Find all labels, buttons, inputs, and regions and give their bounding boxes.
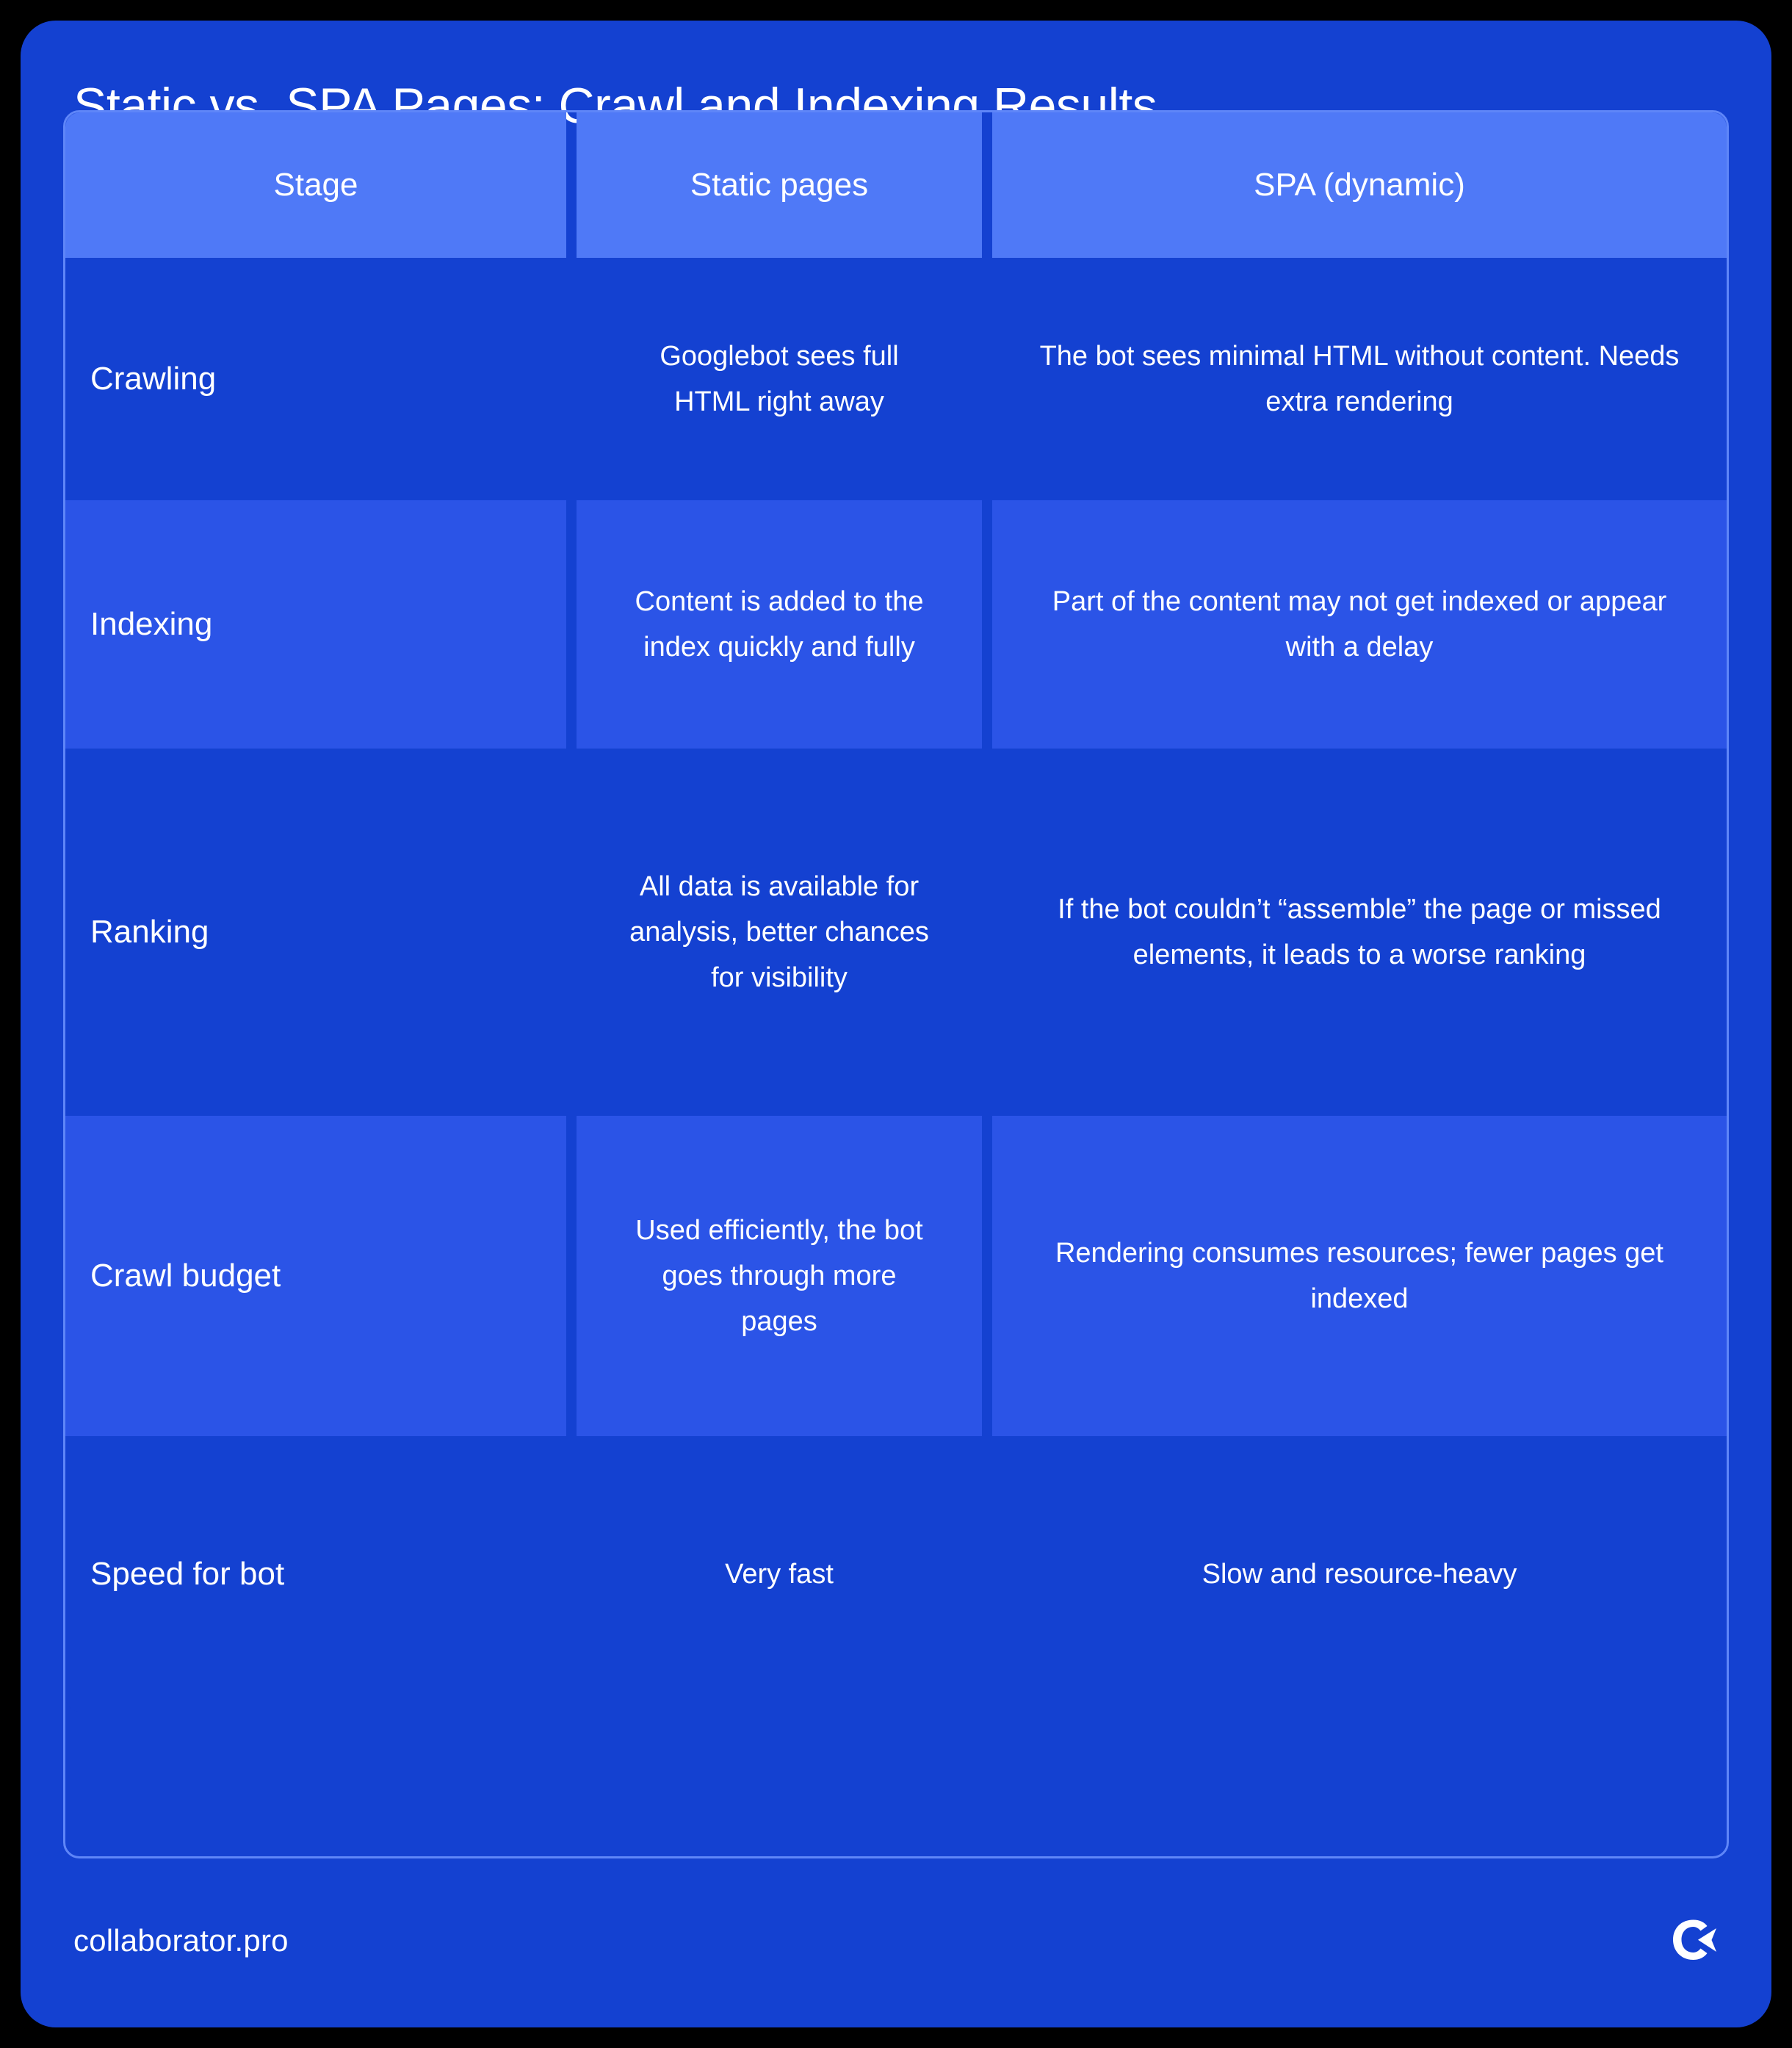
table-header-row: Stage Static pages SPA (dynamic) — [65, 112, 1727, 258]
table-header-cell-static-pages: Static pages — [577, 112, 982, 258]
table-cell-static: Content is added to the index quickly an… — [577, 500, 982, 749]
footer: collaborator.pro — [73, 1911, 1719, 1970]
table-cell-spa: Part of the content may not get indexed … — [992, 500, 1727, 749]
table-header-cell-spa: SPA (dynamic) — [992, 112, 1727, 258]
table-cell-stage: Ranking — [65, 749, 566, 1116]
cell-text-stage: Ranking — [90, 914, 209, 950]
cell-text-static: All data is available for analysis, bett… — [629, 871, 929, 993]
table-row: Crawling Googlebot sees full HTML right … — [65, 258, 1727, 500]
cell-text-static: Googlebot sees full HTML right away — [660, 341, 899, 417]
comparison-table: Stage Static pages SPA (dynamic) Crawlin… — [63, 110, 1729, 1858]
table-cell-static: All data is available for analysis, bett… — [577, 749, 982, 1116]
cell-text-stage: Speed for bot — [90, 1555, 285, 1592]
table-cell-spa: Slow and resource-heavy — [992, 1436, 1727, 1712]
cell-text-spa: The bot sees minimal HTML without conten… — [1039, 341, 1680, 417]
table-cell-static: Very fast — [577, 1436, 982, 1712]
table-cell-spa: If the bot couldn’t “assemble” the page … — [992, 749, 1727, 1116]
cell-text-spa: Slow and resource-heavy — [1202, 1558, 1517, 1590]
table-cell-static: Googlebot sees full HTML right away — [577, 258, 982, 500]
table-cell-spa: Rendering consumes resources; fewer page… — [992, 1116, 1727, 1436]
table-row: Ranking All data is available for analys… — [65, 749, 1727, 1116]
site-url: collaborator.pro — [73, 1923, 289, 1958]
table-row: Indexing Content is added to the index q… — [65, 500, 1727, 749]
table-cell-stage: Indexing — [65, 500, 566, 749]
table-cell-stage: Crawl budget — [65, 1116, 566, 1436]
header-label-static-pages: Static pages — [690, 167, 869, 203]
cell-text-static: Very fast — [725, 1558, 834, 1590]
cell-text-spa: Rendering consumes resources; fewer page… — [1055, 1238, 1663, 1314]
table-cell-stage: Crawling — [65, 258, 566, 500]
header-label-stage: Stage — [273, 167, 358, 203]
header-label-spa: SPA (dynamic) — [1254, 167, 1465, 203]
table-cell-static: Used efficiently, the bot goes through m… — [577, 1116, 982, 1436]
cell-text-spa: Part of the content may not get indexed … — [1052, 586, 1667, 663]
cell-text-static: Used efficiently, the bot goes through m… — [635, 1215, 923, 1337]
cell-text-stage: Indexing — [90, 606, 213, 642]
infographic-card: Static vs. SPA Pages: Crawl and Indexing… — [21, 21, 1771, 2027]
table-row: Crawl budget Used efficiently, the bot g… — [65, 1116, 1727, 1436]
cell-text-stage: Crawl budget — [90, 1258, 281, 1294]
cell-text-stage: Crawling — [90, 361, 217, 397]
table-cell-spa: The bot sees minimal HTML without conten… — [992, 258, 1727, 500]
collaborator-logo-icon — [1670, 1918, 1719, 1964]
cell-text-static: Content is added to the index quickly an… — [635, 586, 924, 663]
cell-text-spa: If the bot couldn’t “assemble” the page … — [1058, 894, 1661, 970]
table-header-cell-stage: Stage — [65, 112, 566, 258]
table-cell-stage: Speed for bot — [65, 1436, 566, 1712]
table-row: Speed for bot Very fast Slow and resourc… — [65, 1436, 1727, 1712]
